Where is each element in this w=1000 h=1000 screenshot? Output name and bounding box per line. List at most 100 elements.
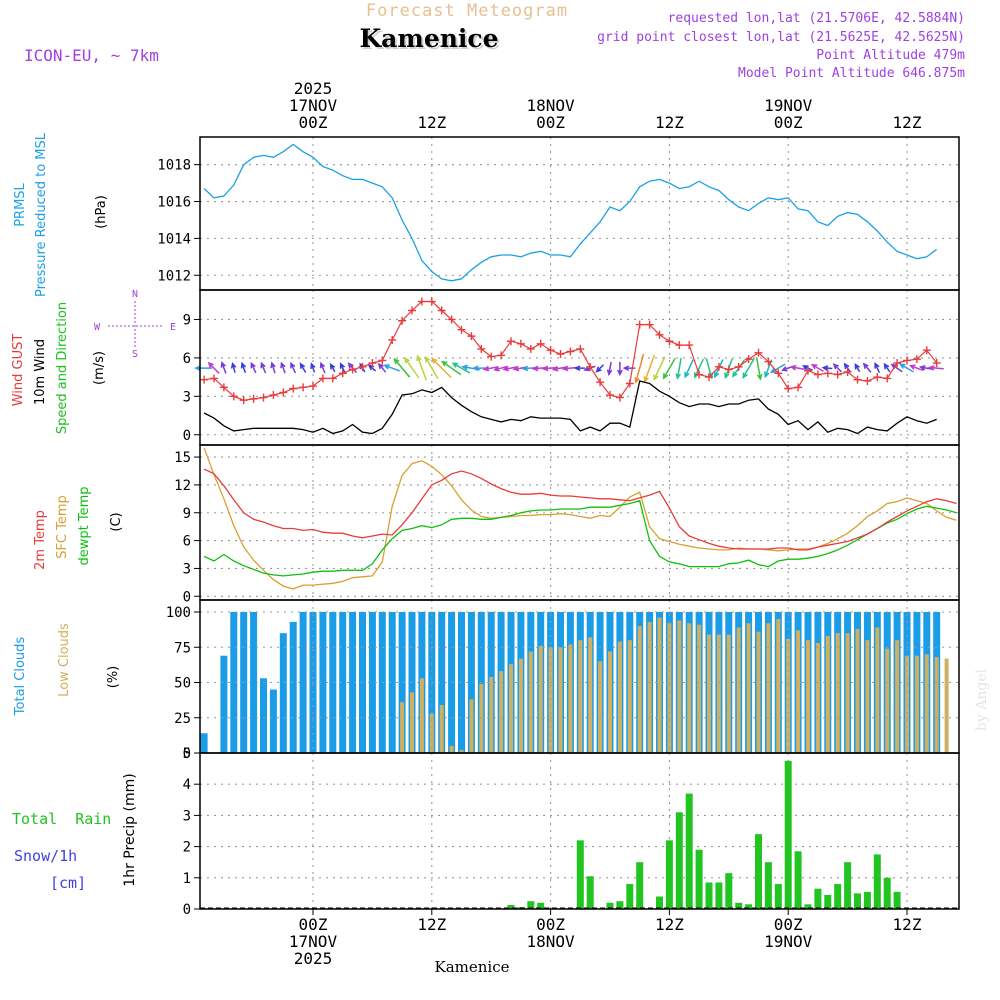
- rain-bar: [695, 849, 703, 909]
- rain-bar: [626, 884, 634, 909]
- direction-label: Speed and Direction: [55, 302, 70, 434]
- wind-arrow: [441, 360, 462, 376]
- rain-bar: [764, 862, 772, 909]
- rain-label: Total Rain: [12, 810, 111, 828]
- compass-e: E: [170, 322, 176, 333]
- wind-arrow: [329, 363, 336, 373]
- gust-marker: [635, 320, 644, 329]
- top-time-label: 2025: [294, 79, 333, 98]
- low-cloud-bar: [845, 633, 850, 753]
- total-cloud-bar: [279, 633, 287, 753]
- rain-bar: [893, 891, 901, 909]
- wind-arrow: [220, 361, 227, 374]
- wind-direction-arrows: [194, 353, 944, 384]
- low-cloud-bar: [499, 671, 504, 753]
- footer-location: Kamenice: [435, 958, 510, 976]
- gust-marker: [586, 362, 595, 371]
- wind-arrow: [502, 365, 519, 372]
- gust-marker: [863, 376, 872, 385]
- watermark: by Angel: [974, 668, 990, 731]
- precip-bars: [507, 760, 901, 909]
- pressure-line: [203, 143, 938, 282]
- total-cloud-bar: [220, 655, 228, 753]
- gust-marker: [388, 335, 397, 344]
- wind-arrow: [643, 354, 656, 383]
- rain-bar: [854, 893, 861, 909]
- gust-marker: [685, 341, 694, 350]
- wind-arrow: [573, 365, 585, 371]
- wind-arrow: [898, 363, 914, 373]
- gust-marker: [437, 306, 446, 315]
- wind-arrow: [299, 362, 307, 373]
- rain-bar: [725, 873, 733, 909]
- gust-marker: [734, 362, 743, 371]
- gust-marker: [843, 367, 852, 376]
- gust-marker: [576, 344, 585, 353]
- wind-arrow: [662, 357, 676, 380]
- total-cloud-bar: [349, 612, 357, 753]
- low-cloud-bar: [548, 647, 553, 753]
- prmsl-label-long: Pressure Reduced to MSL: [34, 132, 49, 297]
- low-cloud-bar: [835, 633, 840, 753]
- gust-marker: [229, 392, 238, 401]
- y-tick-label: 100: [166, 605, 191, 621]
- gust-marker: [507, 337, 515, 346]
- low-cloud-bar: [716, 634, 721, 753]
- temp-unit: (C): [109, 512, 124, 531]
- gust-marker: [922, 346, 931, 355]
- wind-arrow: [617, 361, 623, 377]
- y-tick-label: 12: [174, 478, 191, 494]
- bottom-time-label: 2025: [294, 949, 333, 968]
- bottom-time-label: 00Z: [536, 915, 565, 934]
- clouds-panel: Total Clouds Low Clouds (%) 0 25 50 75 100 b…: [13, 599, 990, 762]
- low-cloud-bar: [726, 634, 731, 753]
- rain-bar: [735, 902, 743, 909]
- precip-y-ticks: 0 1 2 3 4 5: [183, 746, 200, 918]
- wind-arrow: [230, 361, 237, 373]
- gust-marker: [903, 356, 911, 365]
- low-cloud-bar: [766, 623, 771, 753]
- wind-arrow: [684, 359, 694, 379]
- rain-bar: [616, 901, 624, 909]
- rain-bar: [834, 884, 842, 909]
- wind-arrow: [764, 359, 773, 379]
- gust-marker: [536, 339, 545, 348]
- total-cloud-bar: [398, 612, 406, 753]
- low-cloud-bar: [528, 651, 533, 753]
- low-cloud-bar: [865, 640, 870, 753]
- low-cloud-bar: [855, 628, 860, 753]
- gust-marker: [714, 362, 723, 371]
- gust-marker: [269, 391, 278, 400]
- wind-arrow: [653, 356, 666, 382]
- y-tick-label: 3: [183, 389, 191, 405]
- top-time-label: 19NOV: [764, 96, 813, 115]
- rain-bar: [665, 840, 673, 909]
- gust-marker: [309, 382, 317, 391]
- low-cloud-bar: [647, 621, 652, 753]
- total-clouds-label: Total Clouds: [13, 637, 28, 717]
- gust-marker: [516, 339, 525, 348]
- gust-marker: [754, 348, 763, 357]
- rain-bar: [784, 760, 792, 909]
- low-cloud-bar: [598, 661, 603, 753]
- low-cloud-bar: [786, 638, 791, 753]
- gust-marker: [695, 370, 704, 379]
- wind-arrow: [393, 357, 411, 378]
- wind-unit: (m/s): [92, 351, 107, 385]
- rain-bar: [873, 854, 881, 909]
- gust-marker: [467, 332, 476, 341]
- wind-arrow: [250, 361, 257, 374]
- low-cloud-bar: [400, 702, 405, 753]
- bottom-time-label: 12Z: [655, 915, 684, 934]
- gust-marker: [279, 388, 288, 397]
- rain-bar: [863, 891, 871, 909]
- wind-arrow: [194, 365, 213, 371]
- rain-bar: [636, 862, 644, 909]
- rain-bar: [794, 851, 802, 909]
- gust-marker: [833, 370, 842, 379]
- pressure-unit: (hPa): [94, 195, 109, 229]
- temperature-panel: 2m Temp SFC Temp dewpt Temp (C) 0 3 6 9 12 15: [33, 444, 960, 605]
- y-tick-label: 3: [183, 561, 191, 577]
- wind-arrow: [862, 362, 872, 373]
